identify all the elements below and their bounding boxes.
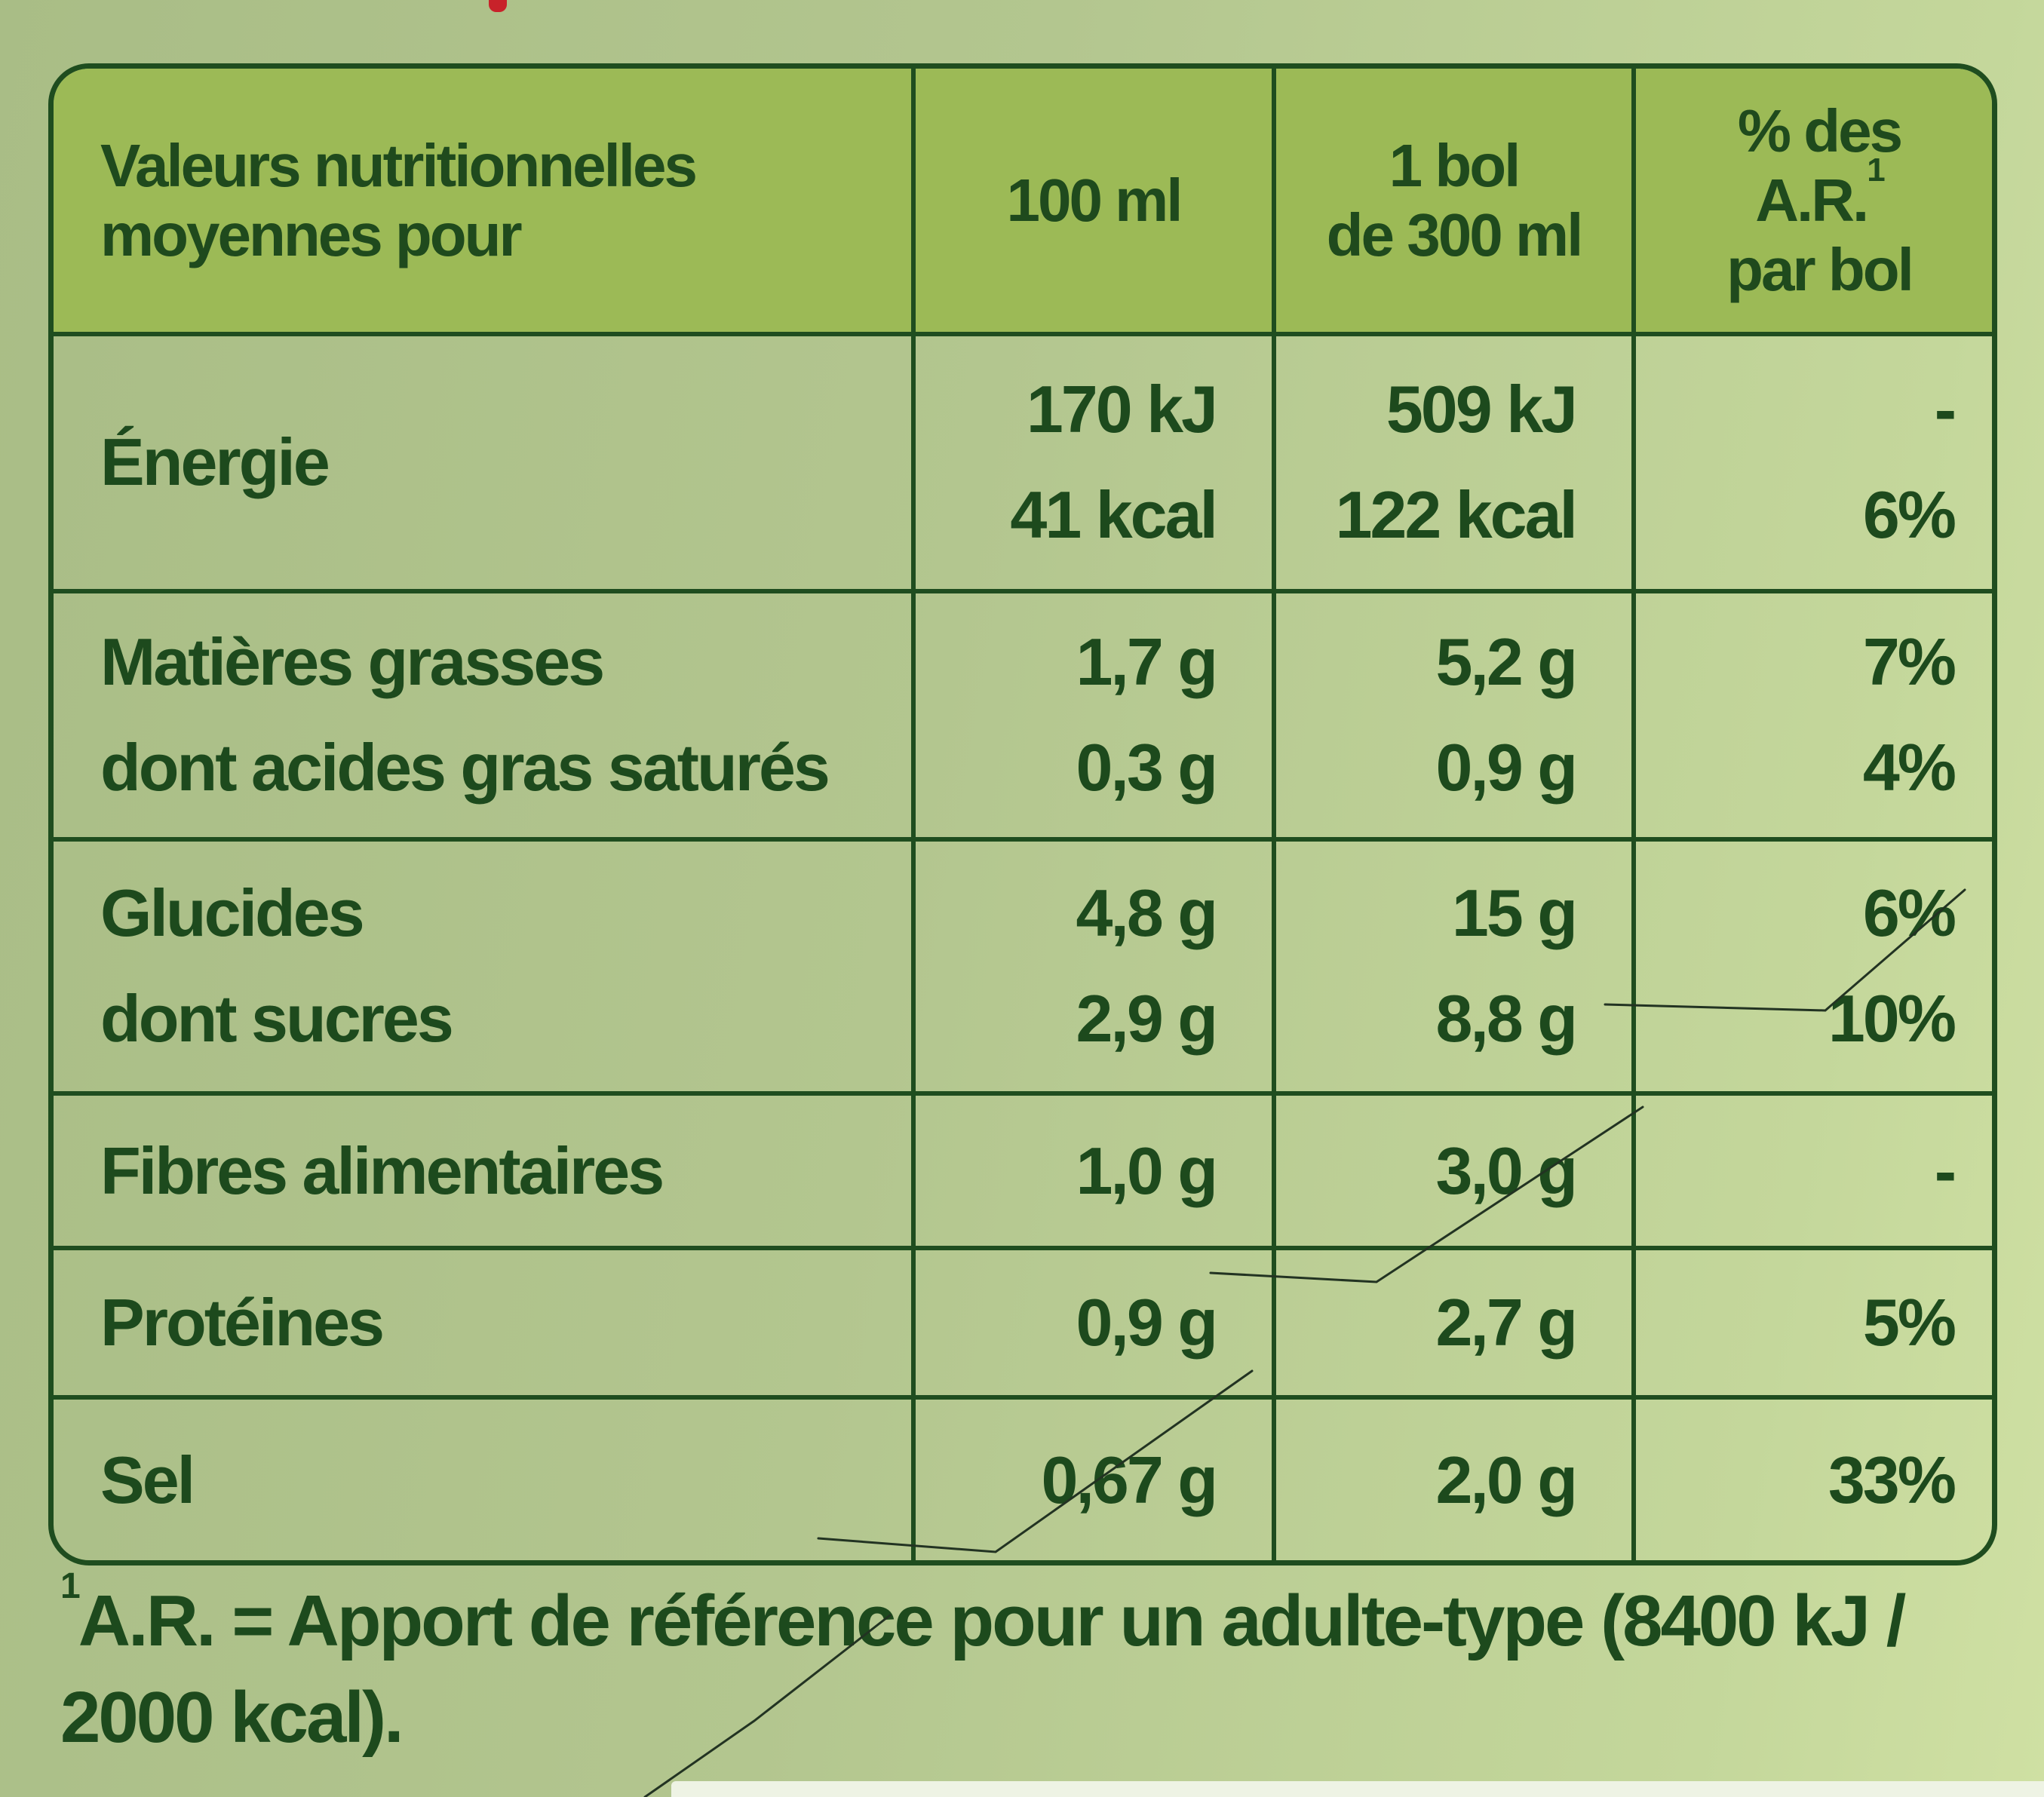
nutrition-table-frame: Valeurs nutritionnelles moyennes pour 10… bbox=[48, 63, 1997, 1565]
row-name-proteines: Protéines bbox=[54, 1246, 916, 1400]
header-ar-line2: A.R.1 bbox=[1636, 153, 1992, 235]
table-row-fibres: Fibres alimentaires 1,0 g 3,0 g - bbox=[54, 1090, 1992, 1251]
table-header-row: Valeurs nutritionnelles moyennes pour 10… bbox=[54, 69, 1992, 336]
glucides-ar-cell: 6% 10% bbox=[1631, 836, 1992, 1096]
table-row-proteines: Protéines 0,9 g 2,7 g 5% bbox=[54, 1246, 1992, 1400]
row-name-glucides: Glucides dont sucres bbox=[54, 836, 916, 1096]
glucides-100ml-cell: 4,8 g 2,9 g bbox=[911, 836, 1276, 1096]
header-bol-cell: 1 bol de 300 ml bbox=[1272, 69, 1636, 336]
row-name-sel: Sel bbox=[54, 1395, 916, 1560]
header-ar-cell: % des A.R.1 par bol bbox=[1631, 69, 1992, 336]
header-ar-line1: % des bbox=[1737, 97, 1903, 164]
sucres-100ml: 2,9 g bbox=[1076, 981, 1218, 1056]
energie-bol-cell: 509 kJ 122 kcal bbox=[1272, 332, 1636, 593]
red-corner-mark bbox=[489, 0, 507, 12]
glucides-ar: 6% bbox=[1862, 876, 1957, 951]
nutrition-table: Valeurs nutritionnelles moyennes pour 10… bbox=[54, 69, 1992, 1560]
glucides-100ml: 4,8 g bbox=[1076, 876, 1218, 951]
fibres-100ml: 1,0 g bbox=[911, 1090, 1276, 1251]
proteines-ar: 5% bbox=[1631, 1246, 1992, 1400]
energie-bol-kj: 509 kJ bbox=[1386, 372, 1578, 447]
sel-ar: 33% bbox=[1631, 1395, 1992, 1560]
sucres-bol: 8,8 g bbox=[1435, 981, 1578, 1056]
energie-ar-kj: - bbox=[1934, 372, 1957, 447]
proteines-bol: 2,7 g bbox=[1272, 1246, 1636, 1400]
header-100ml-cell: 100 ml bbox=[911, 69, 1276, 336]
fibres-bol: 3,0 g bbox=[1272, 1090, 1636, 1251]
table-row-sel: Sel 0,67 g 2,0 g 33% bbox=[54, 1395, 1992, 1560]
header-100ml: 100 ml bbox=[1006, 166, 1183, 234]
glucides-bol: 15 g bbox=[1451, 876, 1578, 951]
sucres-label: dont sucres bbox=[100, 981, 454, 1056]
matieres-grasses-ar-cell: 7% 4% bbox=[1631, 588, 1992, 842]
energie-ar-kcal: 6% bbox=[1862, 477, 1957, 553]
energie-bol-kcal: 122 kcal bbox=[1335, 477, 1578, 553]
row-name-fibres: Fibres alimentaires bbox=[54, 1090, 916, 1251]
glucides-bol-cell: 15 g 8,8 g bbox=[1272, 836, 1636, 1096]
matieres-grasses-label: Matières grasses bbox=[100, 624, 605, 700]
sel-100ml: 0,67 g bbox=[911, 1395, 1276, 1560]
header-label-cell: Valeurs nutritionnelles moyennes pour bbox=[54, 69, 916, 336]
header-bol-line1: 1 bol bbox=[1389, 131, 1521, 199]
header-label-line1: Valeurs nutritionnelles bbox=[100, 131, 698, 199]
bottom-white-strip bbox=[671, 1781, 2044, 1797]
row-name-matieres-grasses: Matières grasses dont acides gras saturé… bbox=[54, 588, 916, 842]
matieres-grasses-100ml-cell: 1,7 g 0,3 g bbox=[911, 588, 1276, 842]
matieres-grasses-100ml: 1,7 g bbox=[1076, 624, 1218, 700]
header-ar-footnote-ref: 1 bbox=[1867, 151, 1886, 189]
sucres-ar: 10% bbox=[1828, 981, 1957, 1056]
acides-gras-satures-100ml: 0,3 g bbox=[1076, 730, 1218, 805]
fibres-ar: - bbox=[1631, 1090, 1992, 1251]
energie-ar-cell: - 6% bbox=[1631, 332, 1992, 593]
footnote: 1A.R. = Apport de référence pour un adul… bbox=[60, 1569, 1999, 1766]
table-row-energie: Énergie 170 kJ 41 kcal 509 kJ 122 kcal -… bbox=[54, 332, 1992, 593]
glucides-label: Glucides bbox=[100, 876, 365, 951]
acides-gras-satures-bol: 0,9 g bbox=[1435, 730, 1578, 805]
matieres-grasses-bol-cell: 5,2 g 0,9 g bbox=[1272, 588, 1636, 842]
matieres-grasses-ar: 7% bbox=[1862, 624, 1957, 700]
proteines-100ml: 0,9 g bbox=[911, 1246, 1276, 1400]
energie-100ml-kcal: 41 kcal bbox=[1010, 477, 1218, 553]
header-label-line2: moyennes pour bbox=[100, 201, 523, 268]
energie-100ml-kj: 170 kJ bbox=[1026, 372, 1218, 447]
matieres-grasses-bol: 5,2 g bbox=[1435, 624, 1578, 700]
acides-gras-satures-ar: 4% bbox=[1862, 730, 1957, 805]
footnote-ref: 1 bbox=[60, 1566, 81, 1606]
header-bol-line2: de 300 ml bbox=[1326, 201, 1584, 268]
energie-label: Énergie bbox=[100, 425, 330, 500]
table-row-matieres-grasses: Matières grasses dont acides gras saturé… bbox=[54, 588, 1992, 842]
footnote-text: A.R. = Apport de référence pour un adult… bbox=[60, 1581, 1906, 1758]
sel-bol: 2,0 g bbox=[1272, 1395, 1636, 1560]
acides-gras-satures-label: dont acides gras saturés bbox=[100, 730, 830, 805]
energie-100ml-cell: 170 kJ 41 kcal bbox=[911, 332, 1276, 593]
header-ar-abbrev: A.R. bbox=[1755, 166, 1869, 234]
table-row-glucides: Glucides dont sucres 4,8 g 2,9 g 15 g 8,… bbox=[54, 836, 1992, 1096]
header-ar-line3: par bol bbox=[1726, 235, 1914, 303]
row-name-energie: Énergie bbox=[54, 332, 916, 593]
